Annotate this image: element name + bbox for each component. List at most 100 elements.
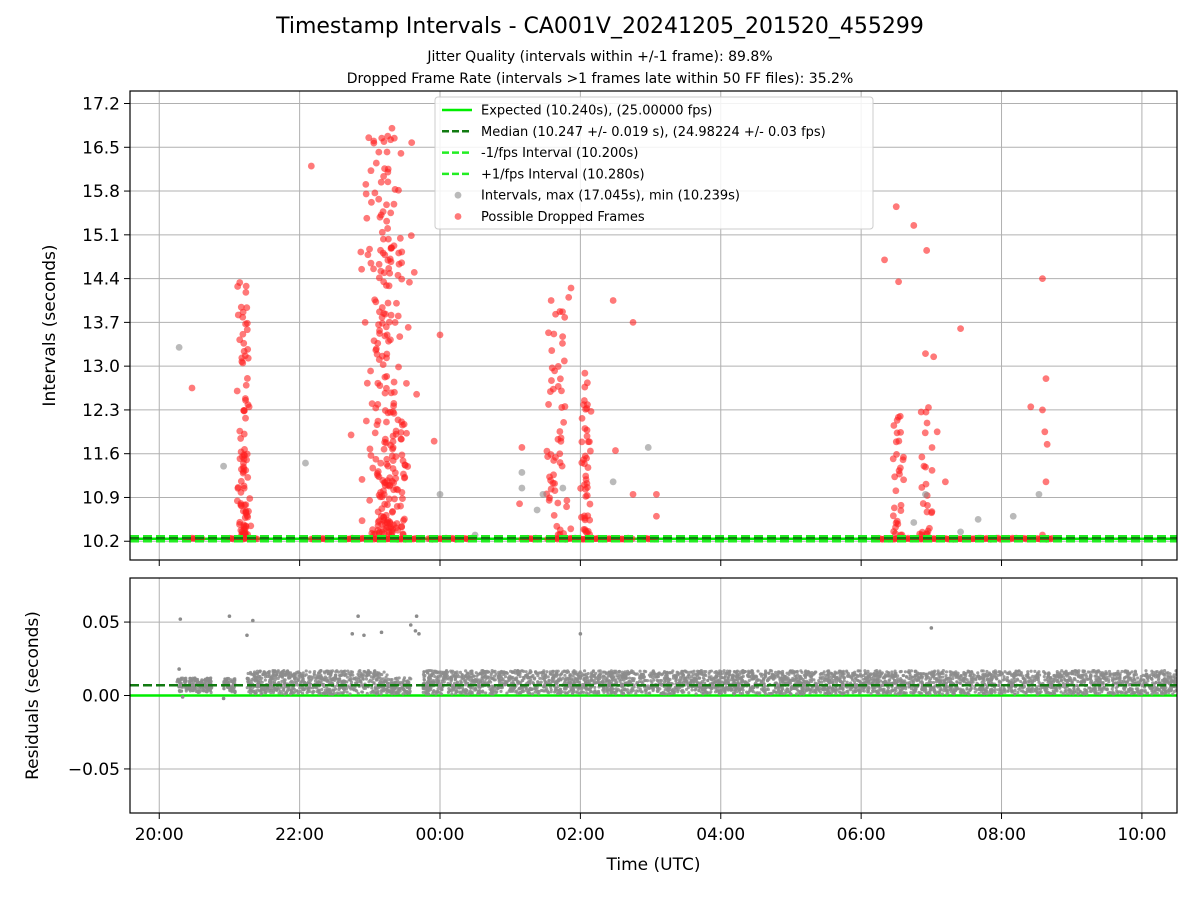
residual-point <box>709 678 714 682</box>
residual-point <box>814 687 818 692</box>
residual-point <box>313 679 318 683</box>
dropped-frame-point <box>403 379 410 387</box>
residual-point <box>398 687 402 691</box>
interval-point <box>922 490 929 498</box>
residual-point <box>566 678 570 682</box>
residual-point <box>930 670 934 674</box>
residuals-plot-area <box>130 614 1177 701</box>
residual-point <box>820 680 824 684</box>
dropped-frame-point <box>896 412 904 420</box>
residual-point <box>258 669 262 673</box>
residual-point <box>249 672 253 676</box>
residual-point <box>356 672 360 676</box>
residual-point <box>327 671 331 675</box>
dropped-frame-point <box>918 453 926 461</box>
residual-point <box>549 690 553 694</box>
residual-point <box>920 676 924 680</box>
residual-point <box>1136 676 1140 680</box>
residual-point <box>1091 669 1095 673</box>
residual-point <box>402 688 406 692</box>
residual-point <box>312 669 317 674</box>
residual-point <box>1124 691 1128 695</box>
residual-point <box>488 692 492 696</box>
residual-point <box>849 688 853 692</box>
residual-point <box>572 670 576 674</box>
residual-point <box>518 672 522 676</box>
residual-point <box>1168 672 1172 676</box>
dropped-frame-point <box>387 311 395 319</box>
dropped-frame-point <box>381 165 388 173</box>
dropped-frame-point <box>413 390 421 398</box>
dropped-frame-point <box>372 298 380 306</box>
residual-point <box>304 673 308 677</box>
residual-point <box>982 692 986 696</box>
residual-point <box>549 685 553 689</box>
residual-point <box>546 690 550 694</box>
dropped-frame-point <box>378 520 385 528</box>
dropped-frame-point <box>407 232 415 240</box>
residual-point <box>422 677 426 681</box>
residual-point <box>958 681 962 685</box>
intervals-y-label: Intervals (seconds) <box>40 244 60 406</box>
interval-point <box>175 343 183 351</box>
residual-point <box>513 671 518 675</box>
dropped-frame-point <box>374 379 382 387</box>
residual-point <box>375 677 379 681</box>
residual-point <box>348 676 353 680</box>
residual-point <box>385 684 389 688</box>
dropped-frame-point <box>242 414 249 422</box>
residual-point <box>580 672 584 676</box>
residual-point <box>940 692 944 696</box>
residual-point <box>298 675 302 679</box>
dropped-frame-point <box>393 520 401 527</box>
residual-point <box>967 692 971 696</box>
residual-point <box>316 676 320 680</box>
dropped-frame-point <box>391 186 399 193</box>
dropped-frame-point <box>578 414 586 422</box>
residual-point <box>964 674 968 678</box>
residual-point <box>879 672 883 676</box>
residual-point <box>1155 691 1159 695</box>
dropped-frame-point <box>233 387 241 395</box>
residual-point <box>666 689 670 693</box>
residual-point <box>379 677 383 681</box>
dropped-frame-point <box>583 405 591 412</box>
dropped-frame-point <box>378 228 386 236</box>
residual-point <box>1059 690 1063 694</box>
dropped-frame-point <box>377 512 385 520</box>
dropped-frame-point <box>380 526 387 533</box>
residual-point <box>389 680 393 685</box>
y-tick-label: 15.8 <box>82 182 120 202</box>
dropped-frame-point <box>371 189 379 197</box>
y-tick-label: 10.2 <box>82 532 120 552</box>
residual-point <box>494 672 498 676</box>
residual-point <box>722 669 726 673</box>
residual-point <box>438 690 442 695</box>
residual-point <box>584 691 589 695</box>
y-tick-label: 13.0 <box>82 357 120 377</box>
residual-point <box>577 680 581 684</box>
residual-point <box>681 680 686 685</box>
residual-point <box>630 677 634 681</box>
dropped-frame-point <box>244 401 252 409</box>
residual-point <box>563 690 567 695</box>
residual-point <box>492 674 497 678</box>
residual-point <box>474 678 478 683</box>
residual-point <box>1077 669 1081 673</box>
residual-point <box>562 681 567 685</box>
residual-point <box>280 691 284 695</box>
dropped-frame-point <box>243 304 251 312</box>
residual-point <box>1166 674 1170 678</box>
dropped-frame-point <box>928 466 936 474</box>
dropped-frame-point <box>366 245 373 253</box>
residual-point <box>320 687 324 692</box>
residual-point <box>1070 679 1074 683</box>
residual-point <box>633 672 637 676</box>
residual-point <box>617 673 622 677</box>
residual-point <box>846 674 850 678</box>
residual-point <box>889 689 893 693</box>
residual-point <box>932 689 936 693</box>
residual-point <box>589 690 593 694</box>
y-tick-label: −0.05 <box>68 760 120 780</box>
